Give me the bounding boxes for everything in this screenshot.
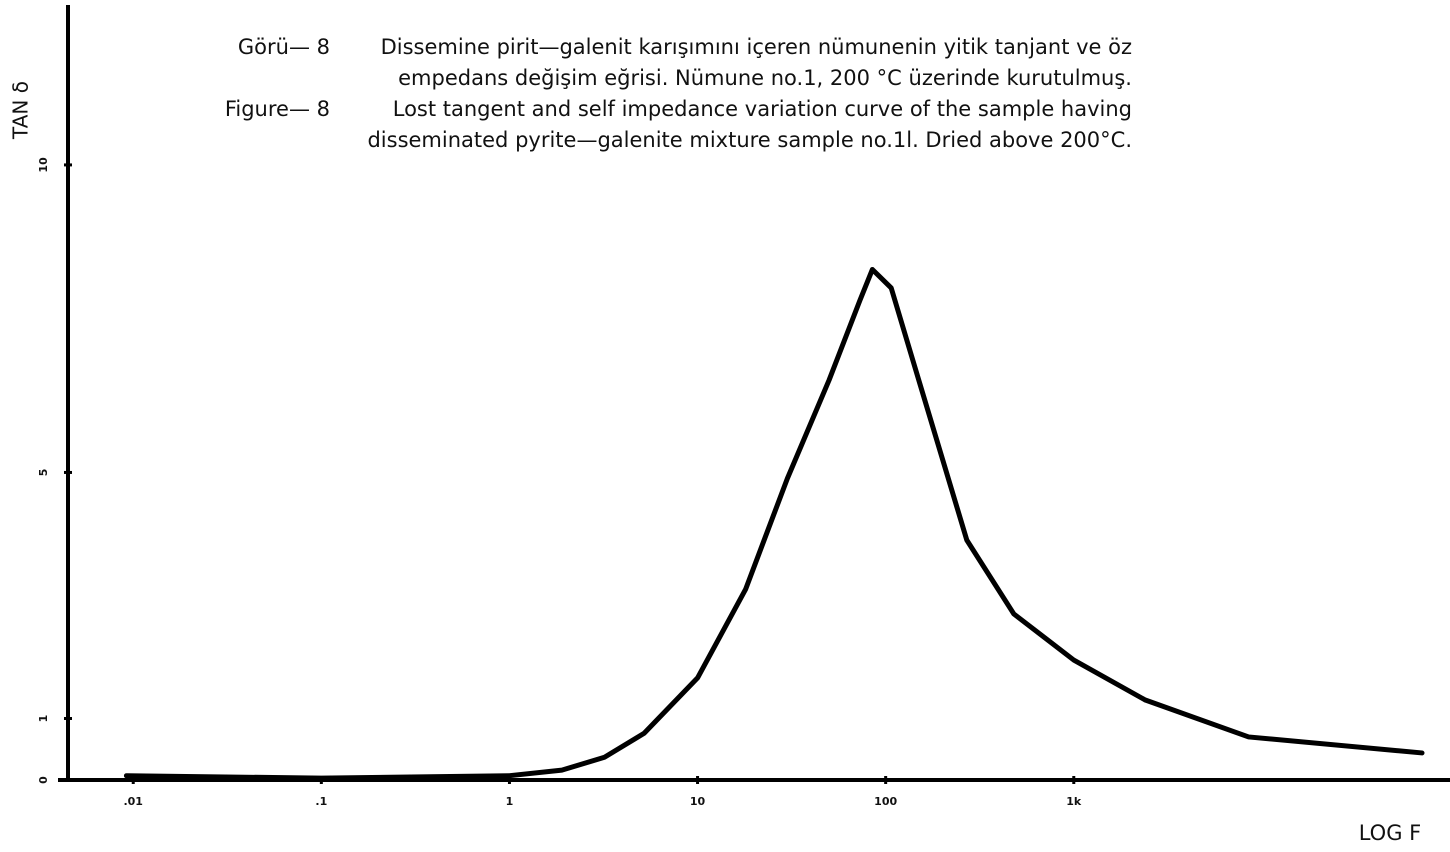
x-axis-label: LOG F [1359, 821, 1422, 845]
y-tick-label: 10 [37, 157, 50, 173]
x-tick-label: 100 [874, 795, 897, 808]
caption-line: Dissemine pirit—galenit karışımını içere… [381, 35, 1132, 59]
x-tick-label: .1 [315, 795, 327, 808]
y-tick-label: 1 [37, 715, 50, 723]
curve [123, 266, 1425, 781]
caption-line: Lost tangent and self impedance variatio… [393, 97, 1132, 121]
caption-label: Figure— 8 [225, 97, 330, 121]
y-tick-label: 0 [37, 776, 50, 784]
x-tick-label: 10 [690, 795, 706, 808]
x-tick-label: 1k [1066, 795, 1082, 808]
y-tick-label: 5 [37, 469, 50, 477]
caption-label: Görü— 8 [238, 35, 330, 59]
x-tick-label: 1 [506, 795, 514, 808]
y-axis-label: TAN δ [9, 81, 33, 140]
x-tick-label: .01 [123, 795, 143, 808]
caption-line: disseminated pyrite—galenite mixture sam… [367, 128, 1132, 152]
caption-line: empedans değişim eğrisi. Nümune no.1, 20… [398, 66, 1132, 90]
